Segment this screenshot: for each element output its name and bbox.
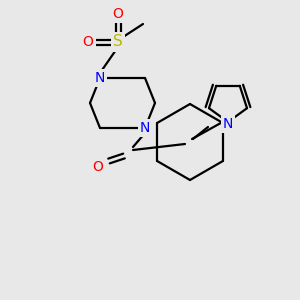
Text: S: S [113, 34, 123, 50]
Text: N: N [95, 71, 105, 85]
Text: O: O [82, 35, 93, 49]
Text: O: O [112, 7, 123, 21]
Text: O: O [93, 160, 104, 174]
Text: N: N [223, 117, 233, 131]
Text: N: N [140, 121, 150, 135]
